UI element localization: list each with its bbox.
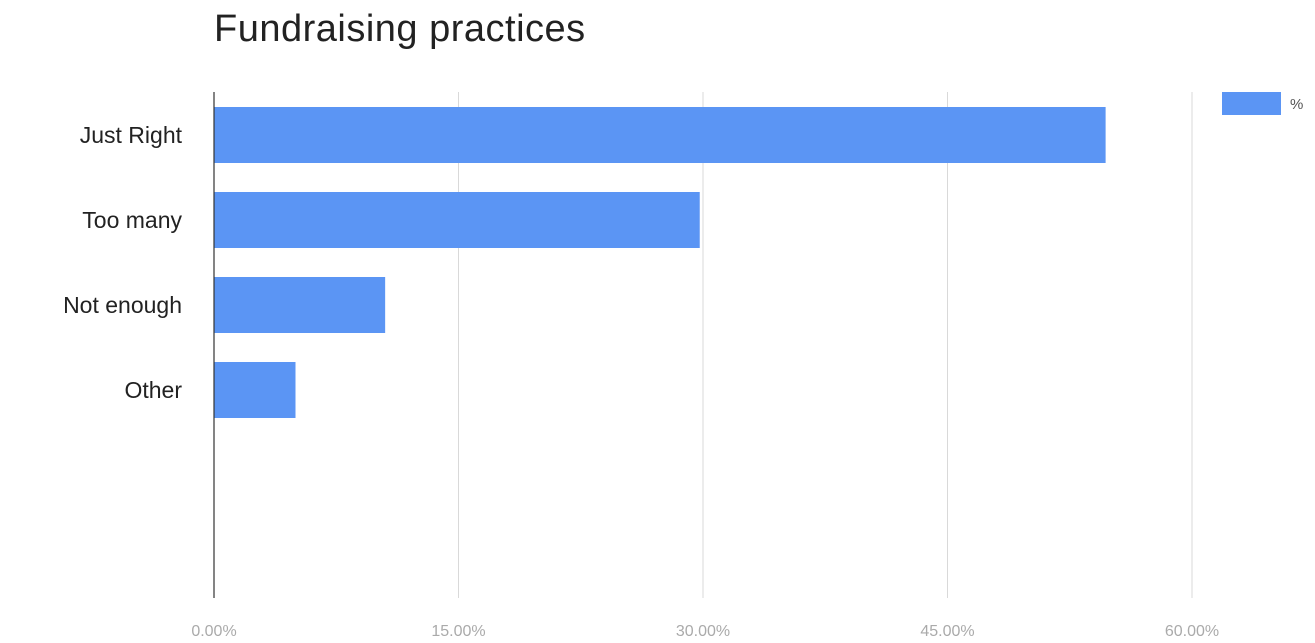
legend: % [1222,92,1303,115]
x-tick-label: 15.00% [431,623,485,640]
category-label: Not enough [63,292,182,318]
x-tick-label: 45.00% [920,623,974,640]
legend-swatch [1222,92,1281,115]
bar [214,192,700,248]
gridlines [458,92,1193,598]
legend-label: % [1290,96,1303,113]
x-tick-label: 60.00% [1165,623,1219,640]
x-tick-label: 30.00% [676,623,730,640]
bar [214,362,296,418]
bar [214,107,1106,163]
bar [214,277,386,333]
x-tick-label: 0.00% [191,623,236,640]
category-label: Too many [82,207,182,233]
chart-title: Fundraising practices [214,8,586,50]
bars [214,107,1106,418]
category-label: Just Right [80,122,183,148]
category-label: Other [124,377,182,403]
labels: 0.00% 15.00% 30.00% 45.00% 60.00% Just Right T… [63,122,1219,640]
